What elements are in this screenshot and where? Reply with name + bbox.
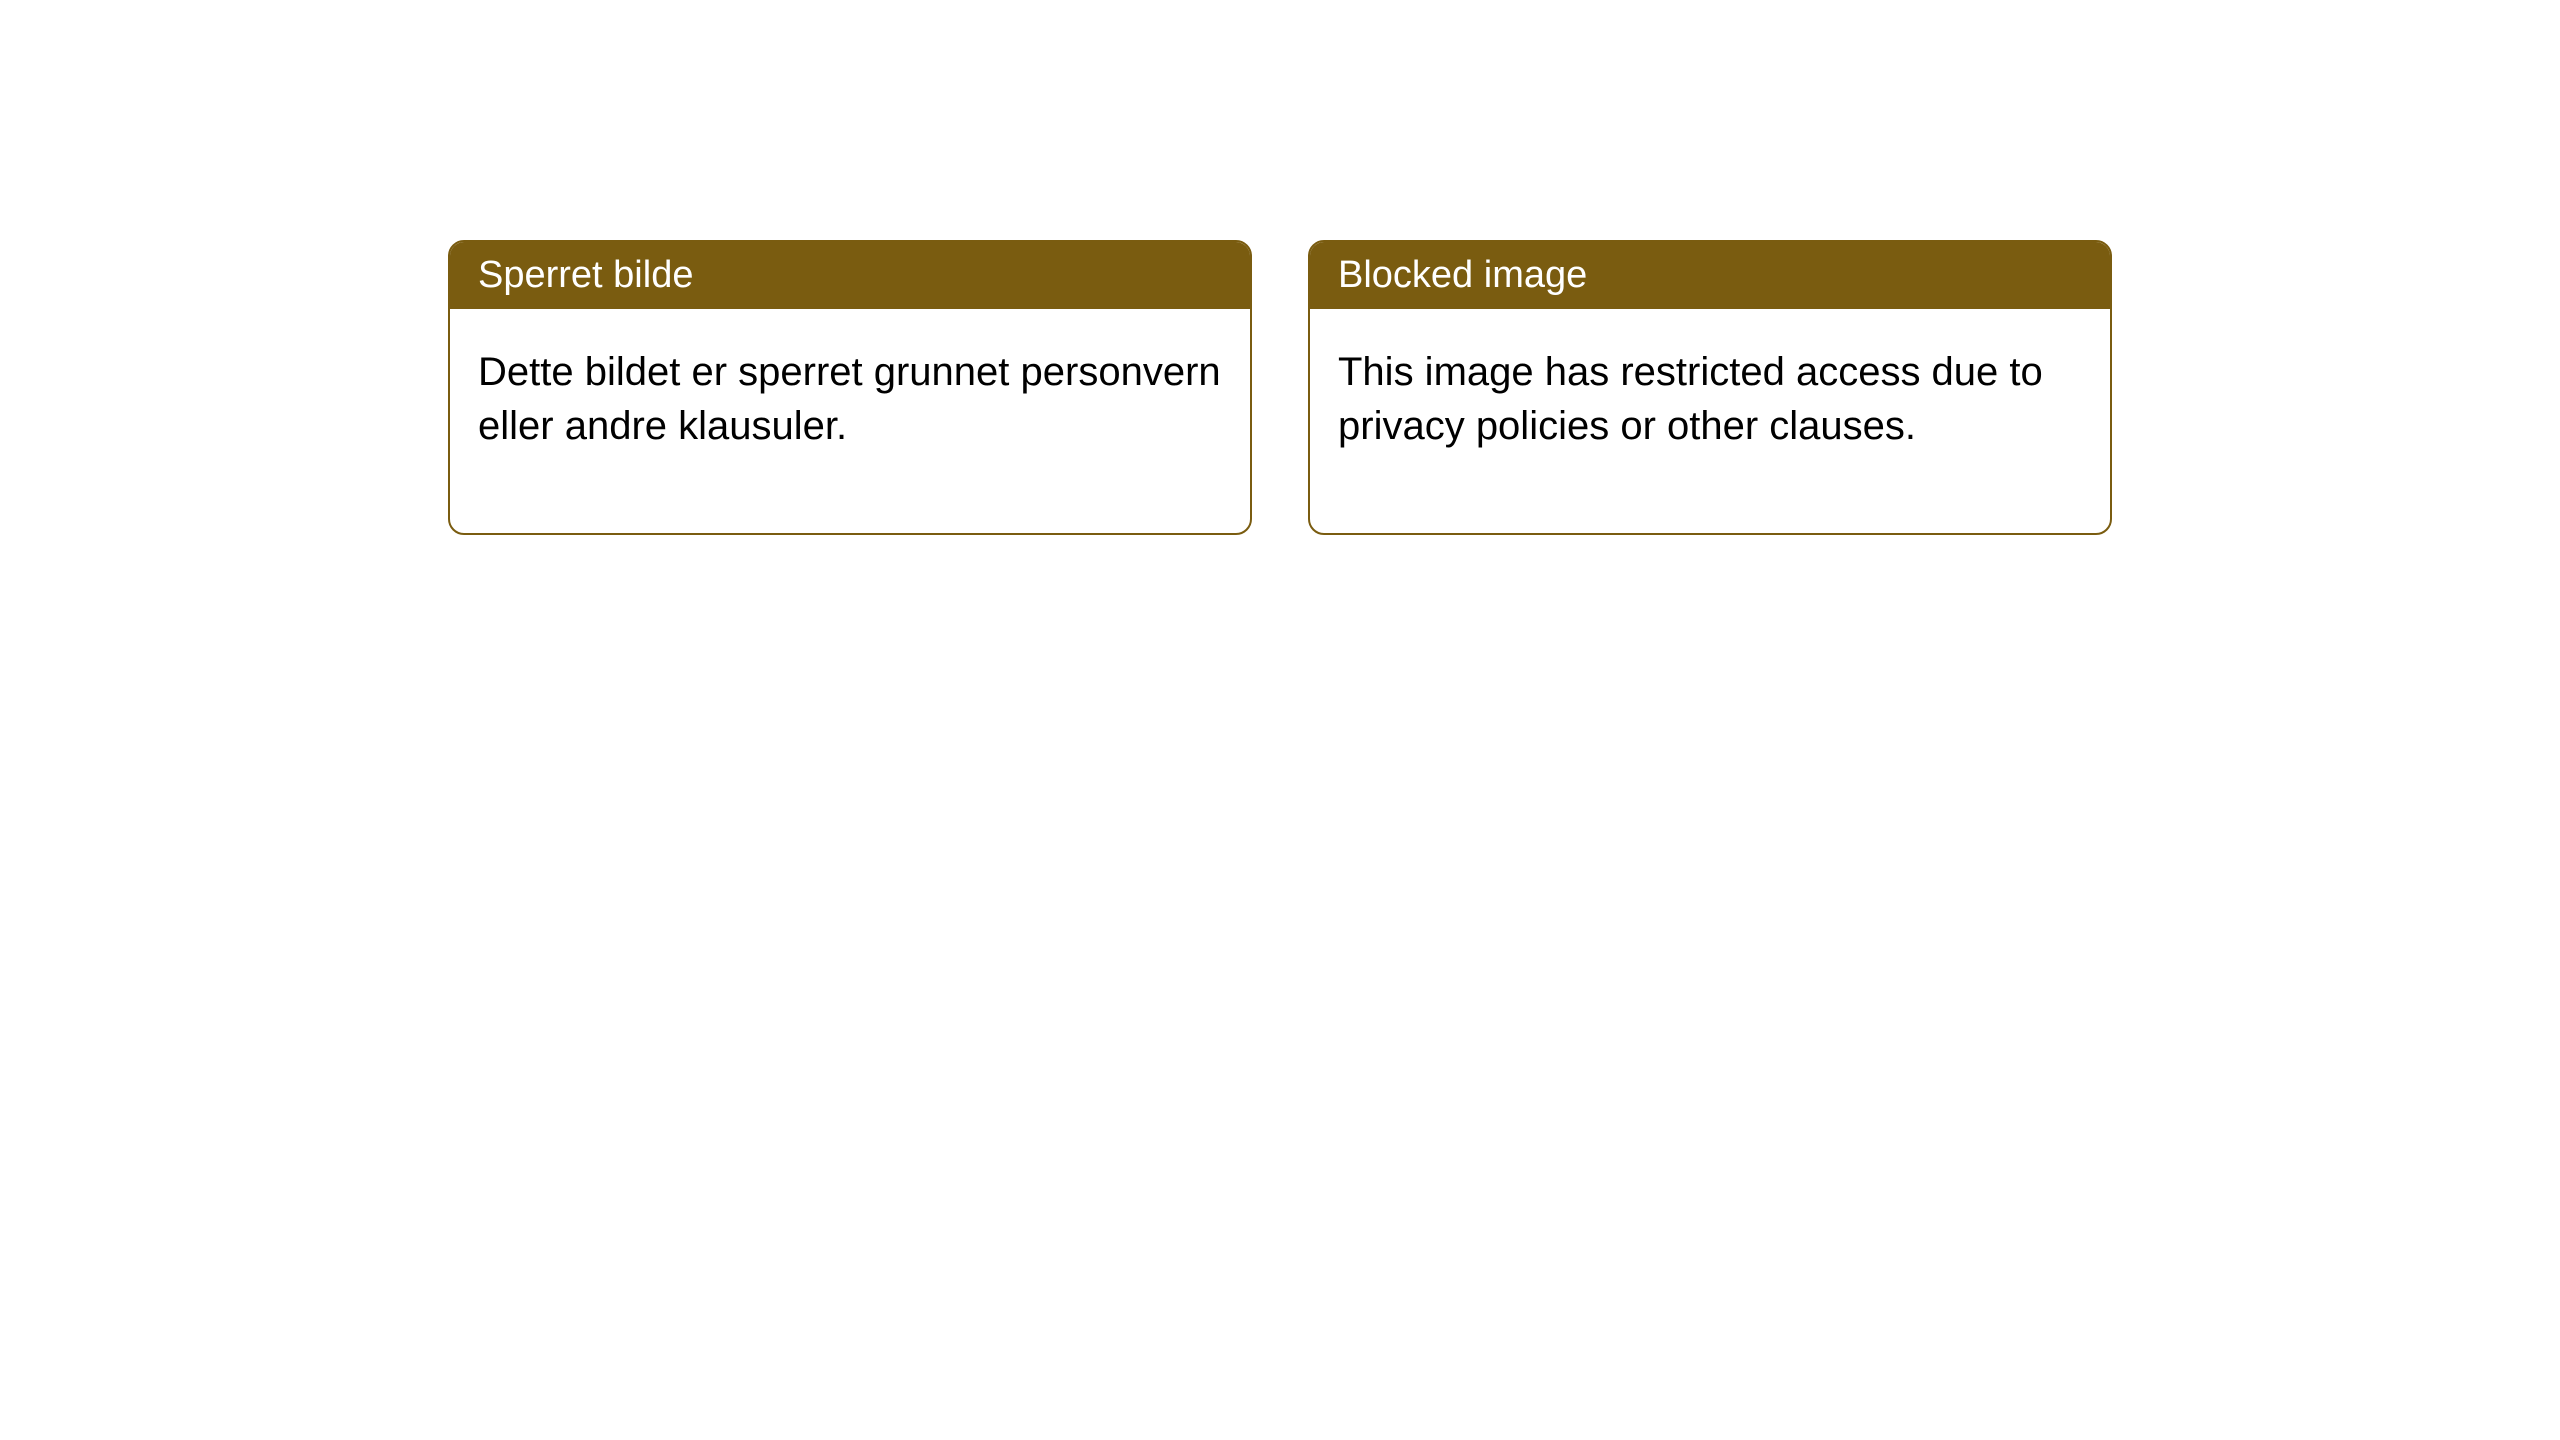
notice-header-no: Sperret bilde (450, 242, 1250, 309)
notice-container: Sperret bilde Dette bildet er sperret gr… (448, 240, 2112, 535)
notice-card-en: Blocked image This image has restricted … (1308, 240, 2112, 535)
notice-card-no: Sperret bilde Dette bildet er sperret gr… (448, 240, 1252, 535)
notice-title-no: Sperret bilde (478, 254, 693, 296)
notice-body-no: Dette bildet er sperret grunnet personve… (450, 309, 1250, 533)
notice-header-en: Blocked image (1310, 242, 2110, 309)
notice-body-en: This image has restricted access due to … (1310, 309, 2110, 533)
notice-text-en: This image has restricted access due to … (1338, 350, 2043, 448)
notice-title-en: Blocked image (1338, 254, 1587, 296)
notice-text-no: Dette bildet er sperret grunnet personve… (478, 350, 1221, 448)
